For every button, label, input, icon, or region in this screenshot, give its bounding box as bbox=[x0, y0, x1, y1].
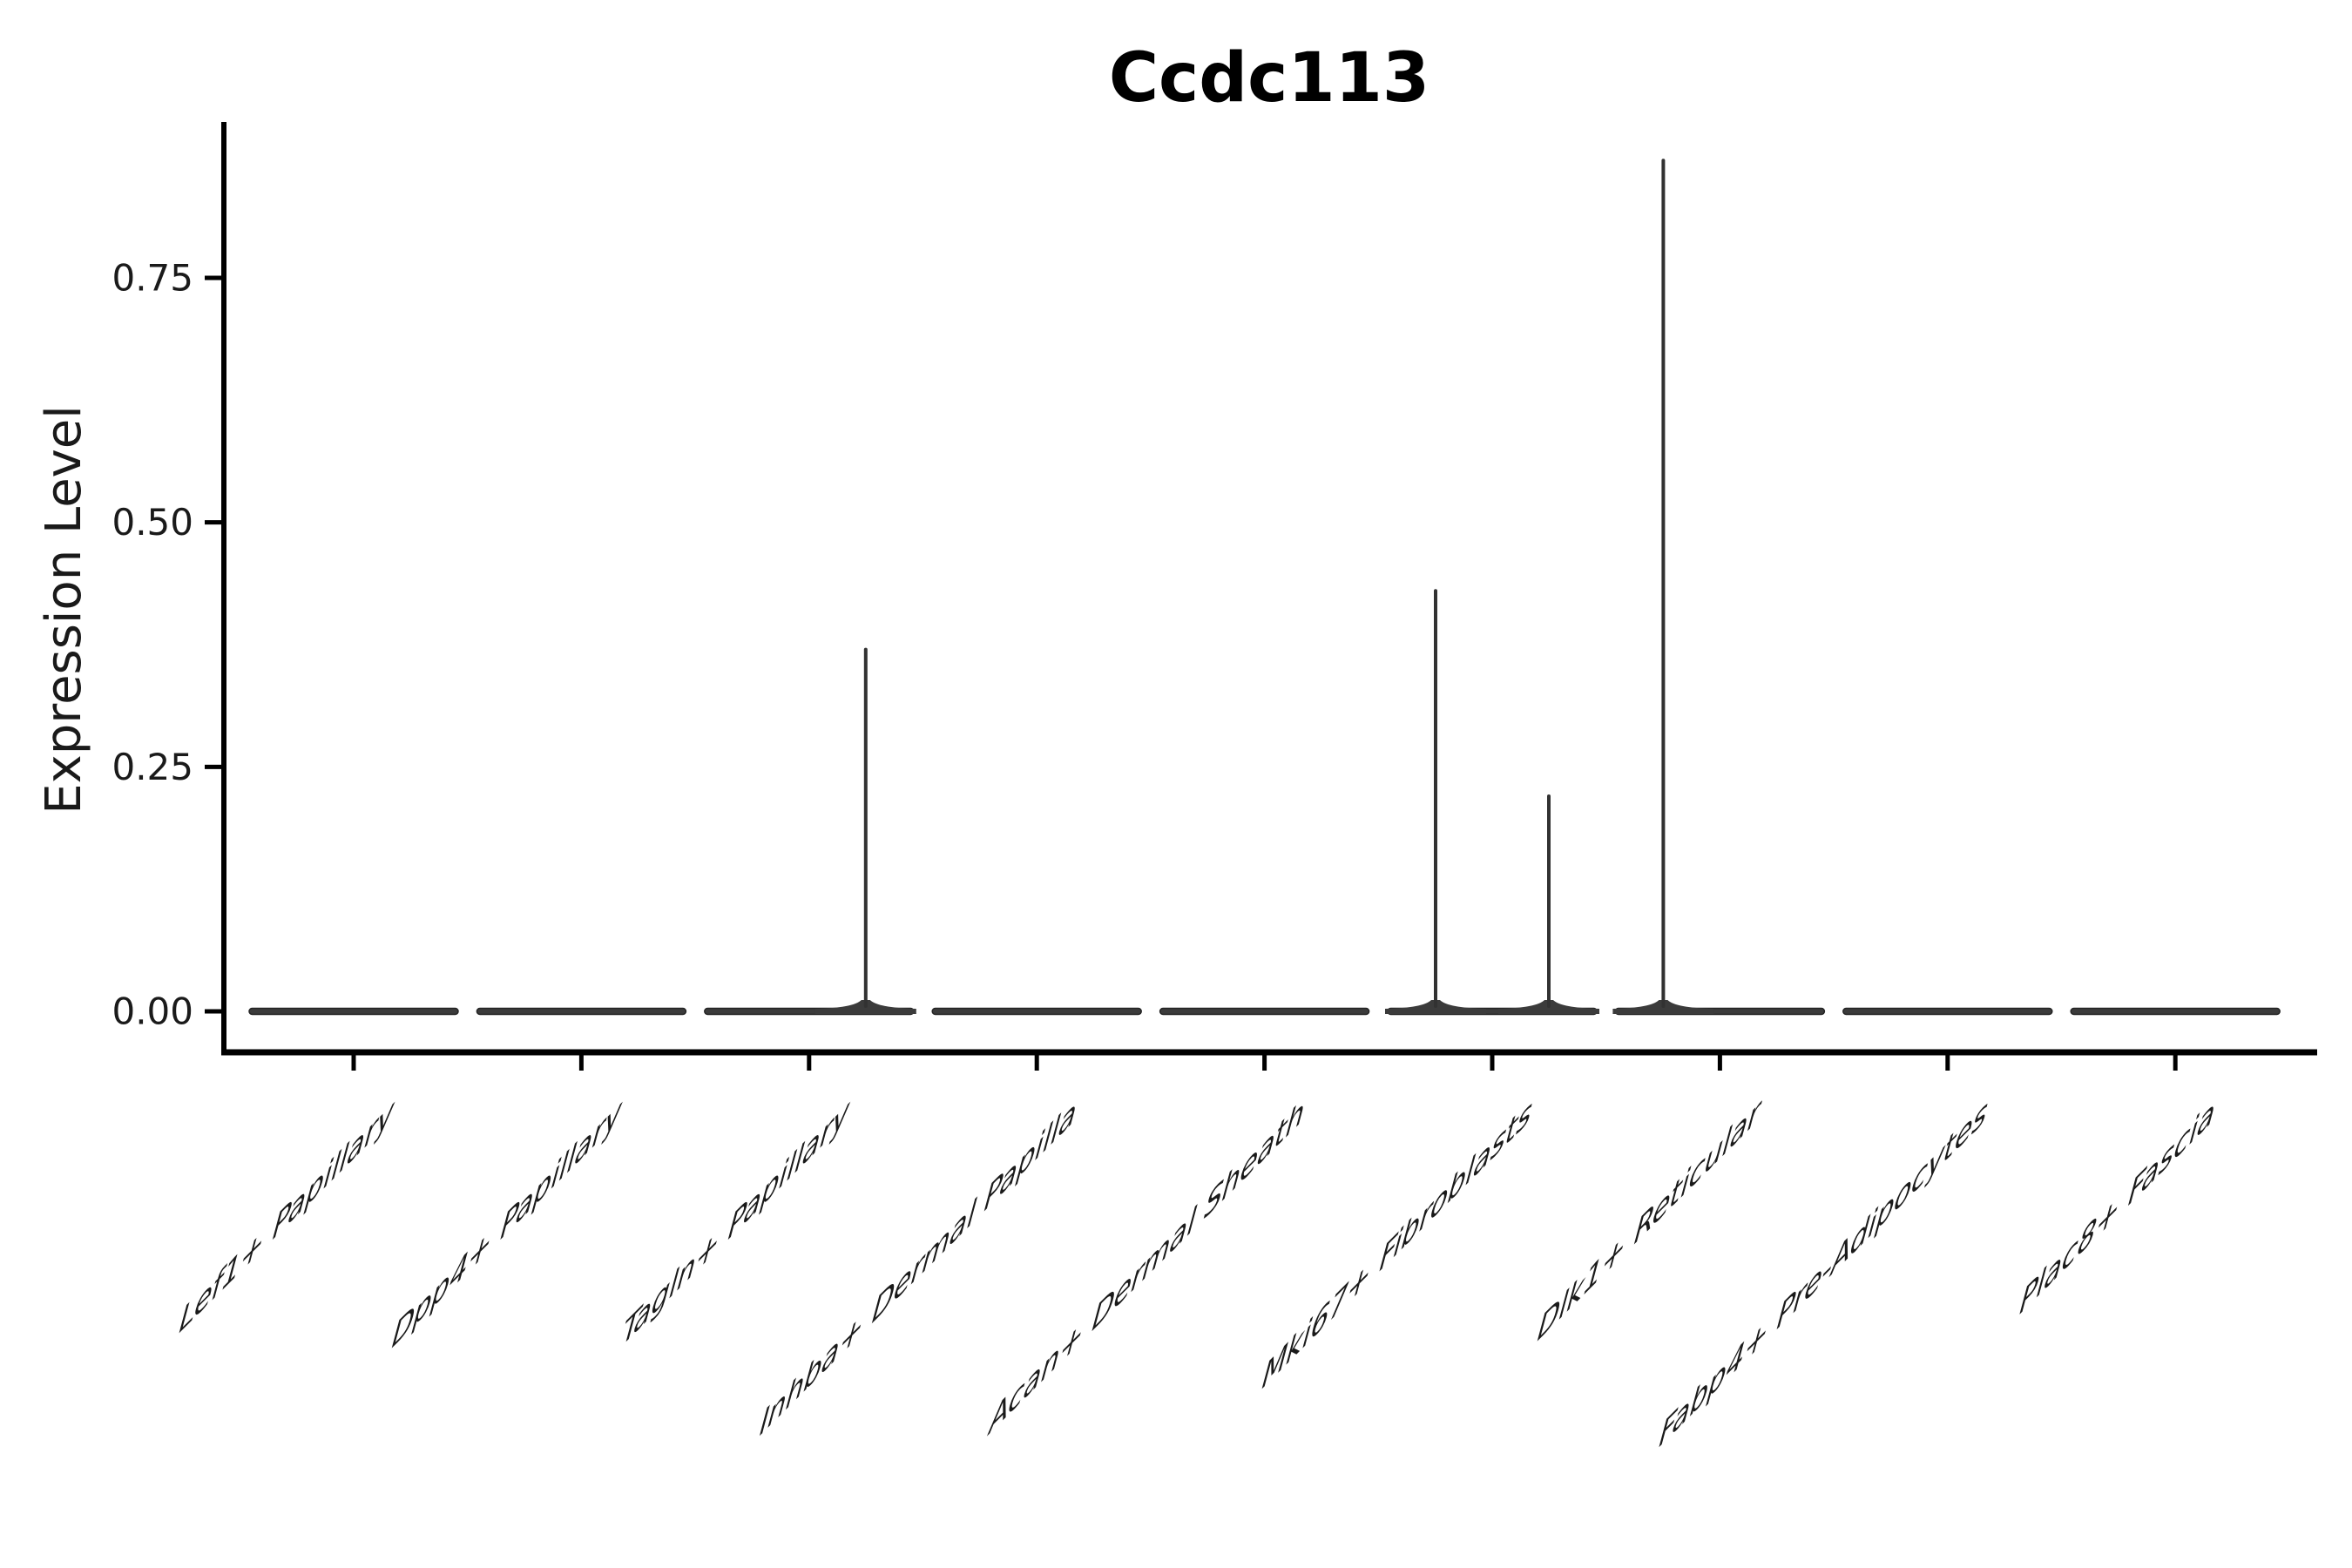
x-tick-label-group: Lef1+ Papillary bbox=[174, 1085, 401, 1345]
y-tick-label: 0.00 bbox=[112, 990, 193, 1033]
x-tick-label-group: Dpp4+ Papillary bbox=[387, 1085, 628, 1360]
x-tick-label-group: Tagln+ Papillary bbox=[616, 1085, 855, 1359]
axes-layer bbox=[221, 122, 2317, 1056]
y-axis-ticks: 0.00 0.25 0.50 0.75 bbox=[112, 256, 224, 1033]
x-tick-label: Dlk1+ Reticular bbox=[1532, 1085, 1767, 1353]
violin-body bbox=[248, 1007, 459, 1016]
violin-body bbox=[2070, 1007, 2281, 1016]
y-tick-label: 0.75 bbox=[112, 256, 193, 299]
x-tick-label: Lef1+ Papillary bbox=[174, 1085, 401, 1345]
violin-body bbox=[476, 1007, 687, 1016]
x-tick-label: Fabp4+ Pre-Adipocytes bbox=[1653, 1085, 1994, 1459]
x-tick-label: Mki67+ Fibroblasts bbox=[1257, 1085, 1539, 1401]
x-tick-label: Plac8+ Fascia bbox=[2014, 1085, 2221, 1326]
violin-body bbox=[1159, 1007, 1370, 1016]
y-tick-label: 0.25 bbox=[112, 746, 193, 788]
y-tick-label: 0.50 bbox=[112, 501, 193, 544]
violin-body bbox=[1842, 1007, 2053, 1016]
x-tick-label-group: Plac8+ Fascia bbox=[2014, 1085, 2221, 1326]
x-tick-label-group: Dlk1+ Reticular bbox=[1532, 1085, 1767, 1353]
x-tick-label-group: Fabp4+ Pre-Adipocytes bbox=[1653, 1085, 1994, 1459]
violins-layer bbox=[248, 159, 2281, 1016]
x-tick-label-group: Mki67+ Fibroblasts bbox=[1257, 1085, 1539, 1401]
chart-title: Ccdc113 bbox=[1109, 39, 1429, 118]
x-tick-label: Tagln+ Papillary bbox=[616, 1085, 855, 1359]
violin-body bbox=[931, 1007, 1142, 1016]
x-tick-label: Dpp4+ Papillary bbox=[387, 1085, 628, 1360]
y-axis-title: Expression Level bbox=[36, 405, 92, 814]
